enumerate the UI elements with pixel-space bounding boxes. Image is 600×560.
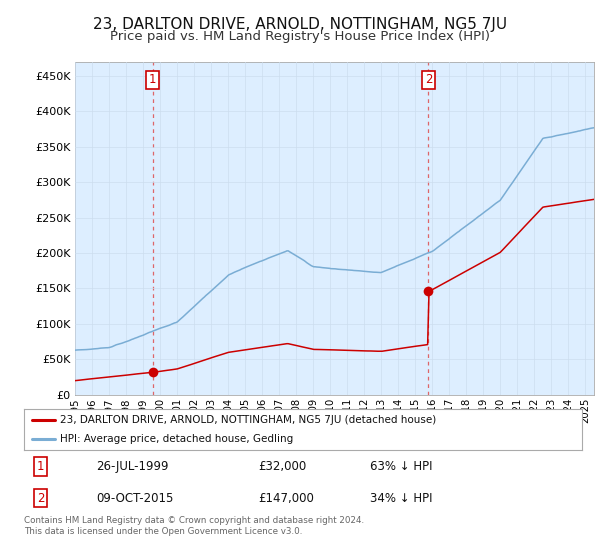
- Text: £32,000: £32,000: [259, 460, 307, 473]
- Text: £147,000: £147,000: [259, 492, 314, 505]
- Text: Contains HM Land Registry data © Crown copyright and database right 2024.
This d: Contains HM Land Registry data © Crown c…: [24, 516, 364, 536]
- Text: 2: 2: [37, 492, 44, 505]
- Text: 63% ↓ HPI: 63% ↓ HPI: [370, 460, 433, 473]
- Text: 1: 1: [37, 460, 44, 473]
- Text: 26-JUL-1999: 26-JUL-1999: [97, 460, 169, 473]
- Text: 1: 1: [149, 73, 157, 86]
- Text: 23, DARLTON DRIVE, ARNOLD, NOTTINGHAM, NG5 7JU (detached house): 23, DARLTON DRIVE, ARNOLD, NOTTINGHAM, N…: [60, 416, 437, 426]
- Text: Price paid vs. HM Land Registry's House Price Index (HPI): Price paid vs. HM Land Registry's House …: [110, 30, 490, 43]
- Text: HPI: Average price, detached house, Gedling: HPI: Average price, detached house, Gedl…: [60, 434, 293, 444]
- Text: 09-OCT-2015: 09-OCT-2015: [97, 492, 174, 505]
- Text: 34% ↓ HPI: 34% ↓ HPI: [370, 492, 433, 505]
- Text: 23, DARLTON DRIVE, ARNOLD, NOTTINGHAM, NG5 7JU: 23, DARLTON DRIVE, ARNOLD, NOTTINGHAM, N…: [93, 17, 507, 32]
- Text: 2: 2: [425, 73, 432, 86]
